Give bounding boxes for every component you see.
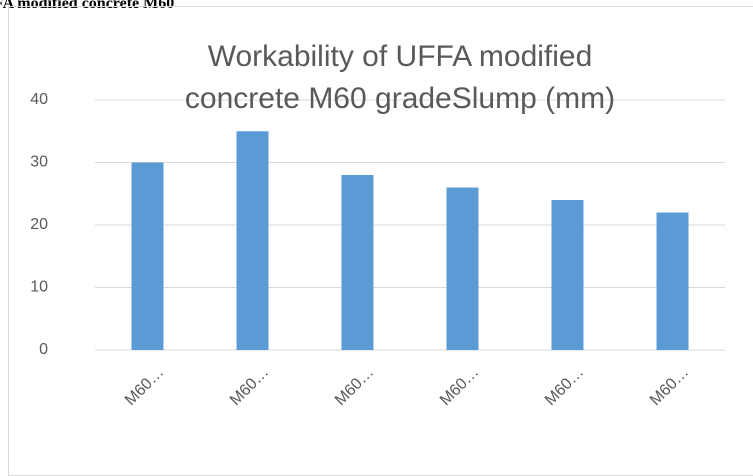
y-tick-label: 0 xyxy=(39,341,48,358)
x-tick-label: M60… xyxy=(437,364,482,409)
y-tick-label: 30 xyxy=(30,154,48,171)
chart-title: Workability of UFFA modified concrete M6… xyxy=(184,40,616,115)
x-tick-label: M60… xyxy=(647,364,692,409)
x-tick-label: M60… xyxy=(122,364,167,409)
x-tick-label: M60… xyxy=(542,364,587,409)
x-tick-label: M60… xyxy=(332,364,377,409)
chart: 0 10 20 30 40 M60… M60… M60… M60… M60… M60… xyxy=(30,91,725,409)
bar xyxy=(131,162,164,350)
bar xyxy=(236,131,269,350)
y-tick-label: 40 xyxy=(30,91,48,108)
y-tick-label: 20 xyxy=(30,216,48,233)
bar xyxy=(656,212,689,350)
bar xyxy=(446,187,479,350)
bar xyxy=(551,200,584,350)
y-tick-label: 10 xyxy=(30,279,48,296)
x-tick-label: M60… xyxy=(227,364,272,409)
bar xyxy=(341,175,374,350)
